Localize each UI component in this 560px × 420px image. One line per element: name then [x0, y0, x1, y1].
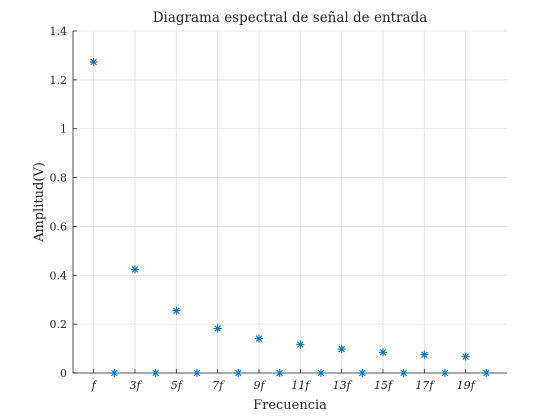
x-tick-label: 3f	[129, 379, 142, 392]
y-tick-label: 0.8	[50, 172, 68, 185]
data-point	[296, 340, 305, 349]
data-point	[420, 350, 429, 359]
data-point	[461, 352, 470, 361]
data-point	[337, 345, 346, 354]
data-point	[317, 369, 325, 377]
chart-title: Diagrama espectral de señal de entrada	[153, 10, 428, 26]
data-point	[482, 369, 491, 377]
y-tick-label: 1.4	[50, 25, 68, 38]
data-point	[110, 369, 119, 377]
data-point	[151, 369, 160, 377]
data-point	[441, 369, 449, 377]
y-tick-label: 0.2	[50, 318, 68, 331]
y-axis-label: Amplitud(V)	[32, 162, 47, 243]
x-tick-label: 5f	[171, 379, 184, 392]
x-tick-label: 13f	[333, 379, 353, 392]
y-tick-label: 1	[60, 123, 67, 136]
axes	[72, 30, 507, 374]
x-tick-labels: f 3f 5f 7f 9f 11f 13f 15f 17f 19f	[91, 379, 477, 392]
data-point	[358, 369, 367, 377]
data-point	[193, 369, 201, 377]
x-tick-label: 7f	[212, 379, 225, 392]
x-axis-label: Frecuencia	[253, 398, 327, 413]
data-point	[131, 265, 139, 274]
x-tick-label: 17f	[415, 379, 435, 392]
data-point	[234, 369, 243, 377]
y-tick-label: 0.4	[50, 269, 68, 282]
data-point	[255, 334, 263, 343]
grid-lines	[73, 30, 507, 374]
x-tick-label: 19f	[457, 379, 477, 392]
data-points	[89, 58, 491, 377]
x-tick-label: 15f	[374, 379, 394, 392]
x-tick-label: 9f	[253, 379, 266, 392]
y-tick-label: 0	[60, 367, 67, 380]
data-point	[275, 369, 284, 377]
y-tick-label: 1.2	[50, 74, 68, 87]
data-point	[399, 369, 408, 377]
data-point	[379, 348, 387, 357]
data-point	[213, 324, 222, 333]
x-tick-label: f	[91, 379, 98, 392]
y-tick-labels: 0 0.2 0.4 0.6 0.8 1 1.2 1.4	[50, 25, 68, 380]
x-tick-label: 11f	[291, 379, 311, 392]
data-point	[172, 306, 181, 315]
data-point	[89, 58, 98, 67]
y-tick-label: 0.6	[50, 220, 68, 233]
